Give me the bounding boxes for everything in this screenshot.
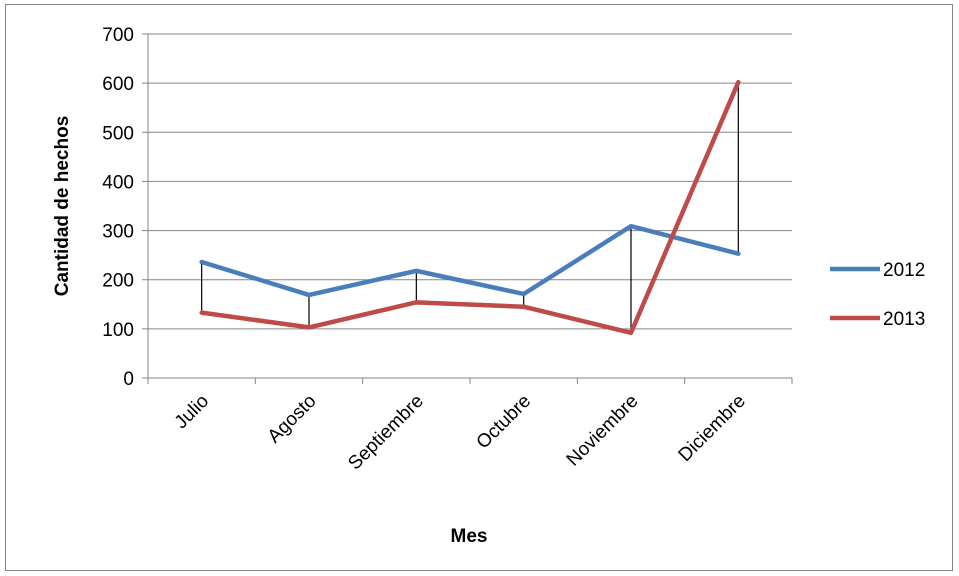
series-lines <box>199 79 741 336</box>
series-line-2013 <box>199 79 741 336</box>
axes <box>142 33 793 384</box>
y-tick-label: 500 <box>102 123 134 144</box>
x-tick-label: Noviembre <box>563 391 643 471</box>
x-tick-label: Julio <box>171 391 213 433</box>
y-tick-label: 700 <box>102 25 134 46</box>
y-tick-label: 200 <box>102 271 134 292</box>
y-axis-title: Cantidad de hechos <box>52 116 73 297</box>
y-tick-label: 0 <box>123 369 134 390</box>
legend: 2012 2013 <box>830 260 925 330</box>
series-line-2012 <box>199 223 741 298</box>
y-tick-label: 600 <box>102 74 134 95</box>
y-tick-label: 400 <box>102 172 134 193</box>
x-tick-label: Octubre <box>473 391 536 454</box>
x-tick-label: Septiembre <box>344 391 428 475</box>
legend-label-2013: 2013 <box>883 309 925 330</box>
y-tick-labels: 0 100 200 300 400 500 600 700 <box>102 25 134 390</box>
high-low-lines <box>201 82 739 333</box>
x-tick-label: Diciembre <box>675 391 750 466</box>
y-tick-label: 100 <box>102 320 134 341</box>
x-tick-label: Agosto <box>264 391 321 448</box>
x-axis-title: Mes <box>451 526 488 547</box>
chart-area <box>5 4 953 571</box>
legend-label-2012: 2012 <box>883 260 925 281</box>
x-tick-labels: Julio Agosto Septiembre Octubre Noviembre Dic… <box>171 391 750 475</box>
y-tick-label: 300 <box>102 222 134 243</box>
